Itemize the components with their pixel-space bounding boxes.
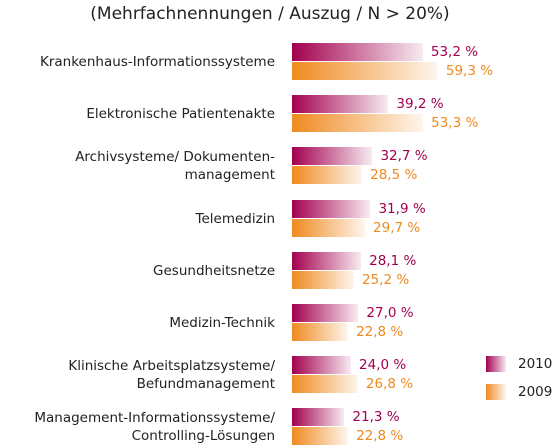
category-label: Krankenhaus-Informationssysteme <box>39 54 275 70</box>
bar <box>292 408 345 427</box>
bar <box>292 427 349 445</box>
category-label: Gesundheitsnetze <box>153 262 275 279</box>
value-label: 27,0 % <box>366 305 414 321</box>
bar <box>292 218 366 237</box>
value-label: 31,9 % <box>378 200 426 217</box>
bar <box>292 375 358 394</box>
bar <box>292 304 359 322</box>
value-label: 53,3 % <box>431 115 479 132</box>
bar <box>292 251 362 270</box>
bar <box>292 62 438 80</box>
category-label: Medizin-Technik <box>169 315 275 331</box>
category-label: Telemedizin <box>195 210 275 227</box>
bar <box>292 356 352 375</box>
value-label: 21,3 % <box>352 409 400 426</box>
value-label: 28,5 % <box>370 167 418 184</box>
category-label: Archivsysteme/ Dokumenten- management <box>75 149 275 184</box>
value-label: 25,2 % <box>361 271 410 288</box>
legend-label: 2010 <box>518 356 553 372</box>
category-label: Klinische Arbeitsplatzsysteme/ Befundman… <box>68 358 275 393</box>
value-label: 39,2 % <box>396 96 444 113</box>
bar <box>292 166 363 185</box>
value-label: 59,3 % <box>445 63 494 79</box>
value-label: 29,7 % <box>373 219 421 236</box>
bar <box>292 43 423 61</box>
bar <box>292 95 389 114</box>
value-label: 28,1 % <box>369 252 417 269</box>
legend-swatch <box>486 356 506 372</box>
chart-title: (Mehrfachnennungen / Auszug / N > 20%) <box>90 4 450 24</box>
category-label: Management-Informationssysteme/ Controll… <box>34 410 275 445</box>
value-label: 32,7 % <box>380 148 428 165</box>
bar <box>292 147 373 166</box>
value-label: 22,8 % <box>356 428 404 445</box>
bar <box>292 199 371 218</box>
value-label: 22,8 % <box>356 324 404 340</box>
bar <box>292 323 349 341</box>
bar <box>292 114 424 133</box>
value-label: 53,2 % <box>430 44 479 60</box>
bar <box>292 270 354 289</box>
legend-label: 2009 <box>518 384 553 400</box>
category-label: Elektronische Patientenakte <box>86 106 275 123</box>
value-label: 26,8 % <box>365 376 414 393</box>
value-label: 24,0 % <box>359 357 407 374</box>
legend-swatch <box>486 384 506 400</box>
